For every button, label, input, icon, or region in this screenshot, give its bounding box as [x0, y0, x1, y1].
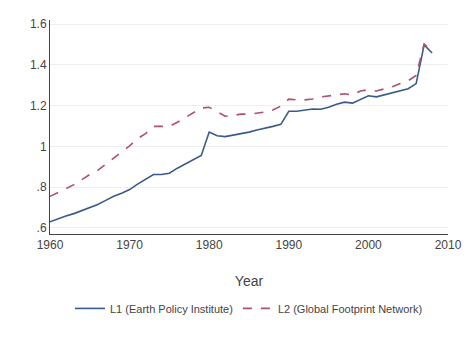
svg-text:L1 (Earth Policy Institute): L1 (Earth Policy Institute)	[110, 303, 233, 315]
svg-text:.6: .6	[37, 221, 47, 235]
svg-text:1990: 1990	[275, 238, 302, 252]
svg-text:1960: 1960	[37, 238, 64, 252]
svg-text:Year: Year	[235, 273, 264, 289]
svg-text:.8: .8	[37, 180, 47, 194]
svg-text:2010: 2010	[435, 238, 462, 252]
svg-text:2000: 2000	[355, 238, 382, 252]
svg-text:1.6: 1.6	[30, 17, 47, 31]
svg-text:L2 (Global Footprint Network): L2 (Global Footprint Network)	[278, 303, 422, 315]
svg-text:1.2: 1.2	[30, 99, 47, 113]
svg-text:1: 1	[40, 140, 47, 154]
svg-text:1.4: 1.4	[30, 58, 47, 72]
svg-text:1980: 1980	[196, 238, 223, 252]
svg-text:1970: 1970	[116, 238, 143, 252]
